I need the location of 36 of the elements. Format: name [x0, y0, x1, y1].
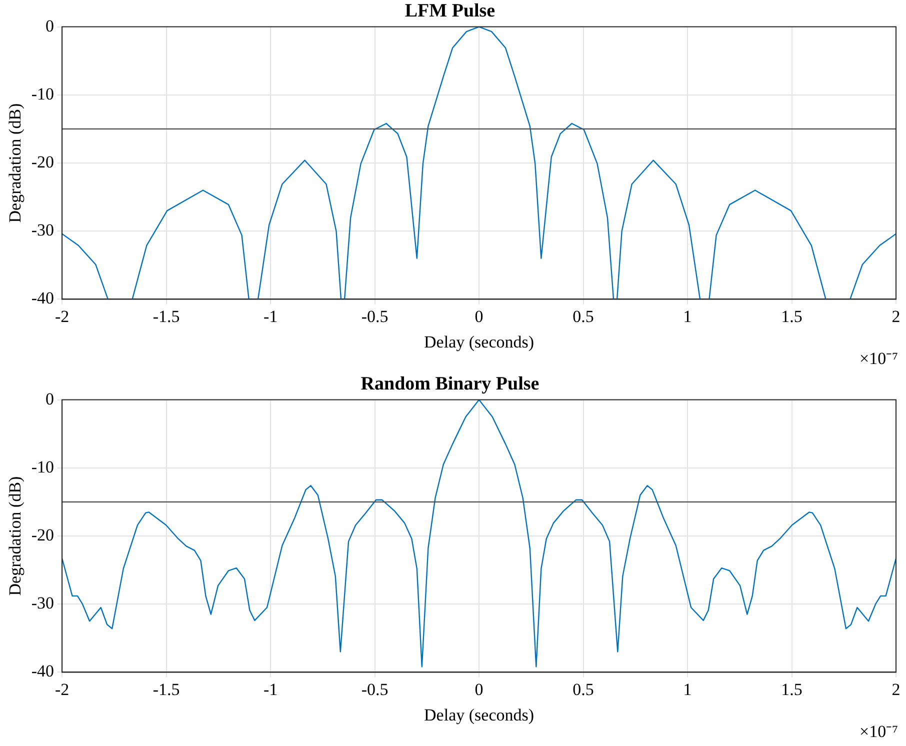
x-tick-label: 2 — [892, 306, 900, 326]
chart-title: LFM Pulse — [404, 0, 496, 22]
x-tick-label: -1.5 — [152, 680, 180, 699]
x-tick-label: 1 — [683, 306, 692, 326]
x-tick-label: -1.5 — [152, 306, 180, 326]
x-tick-label: 0 — [474, 306, 484, 326]
x-tick-label: 1.5 — [781, 680, 802, 699]
y-tick-label: 0 — [46, 16, 54, 36]
text: ×10⁻⁷ — [859, 721, 898, 742]
y-tick-label: -20 — [31, 525, 54, 544]
x-tick-label: 0 — [474, 680, 484, 699]
y-axis-title: Degradation (dB) — [6, 103, 25, 223]
x-tick-label: 1 — [683, 680, 692, 699]
y-tick-label: -40 — [31, 662, 54, 681]
y-tick-label: -10 — [31, 457, 54, 476]
y-tick-label: 0 — [46, 389, 54, 408]
text: ×10⁻⁷ — [859, 348, 898, 369]
x-tick-label: -0.5 — [361, 306, 388, 326]
x-tick-label: 0.5 — [572, 680, 594, 699]
y-axis-title: Degradation (dB) — [6, 476, 25, 596]
x-tick-label: -1 — [263, 680, 278, 699]
y-tick-label: -10 — [31, 84, 54, 104]
x-tick-label: 0.5 — [572, 306, 594, 326]
x-tick-label: -2 — [54, 680, 70, 699]
x-tick-label: 1.5 — [781, 306, 802, 326]
x-tick-label: -1 — [263, 306, 278, 326]
chart-title: Random Binary Pulse — [360, 373, 540, 394]
x-axis-title: Delay (seconds) — [424, 332, 534, 352]
y-tick-label: -30 — [31, 594, 54, 613]
y-tick-label: -30 — [31, 220, 54, 240]
x-tick-label: -2 — [54, 306, 70, 326]
x-tick-label: 2 — [892, 680, 900, 699]
y-tick-label: -40 — [31, 288, 54, 308]
y-tick-label: -20 — [31, 152, 54, 172]
x-axis-title: Delay (seconds) — [424, 705, 534, 724]
x-tick-label: -0.5 — [361, 680, 388, 699]
